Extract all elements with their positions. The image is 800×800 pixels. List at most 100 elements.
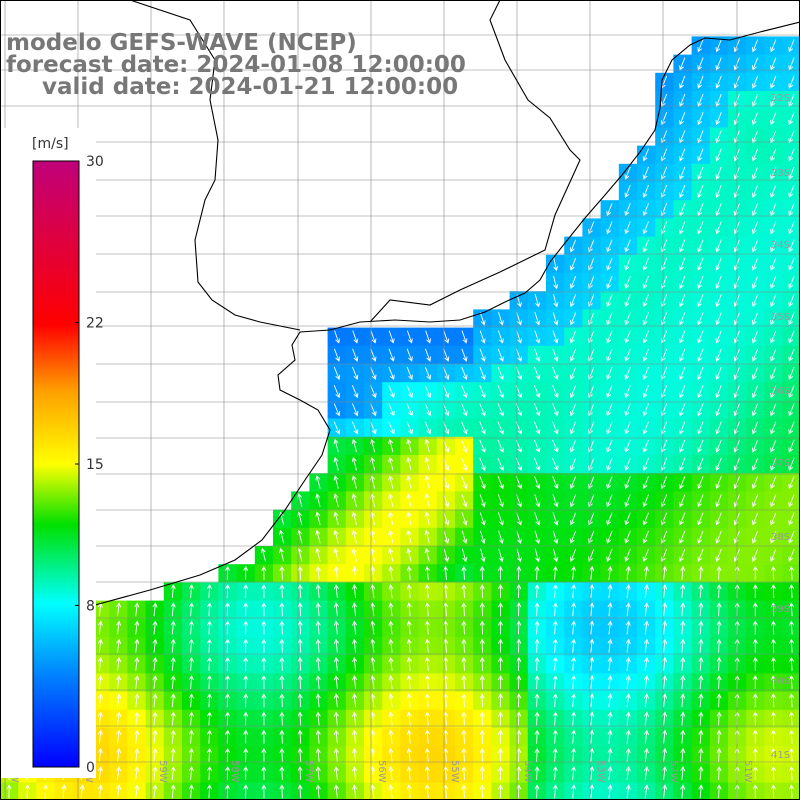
wind-vector <box>643 602 649 617</box>
wind-vector <box>352 348 359 362</box>
wind-vector <box>680 711 686 726</box>
wind-vector <box>607 675 613 690</box>
wind-vector <box>788 620 795 635</box>
wind-vector <box>552 403 559 417</box>
wind-vector <box>552 729 558 744</box>
wind-vector <box>425 330 432 344</box>
wind-vector <box>569 294 577 308</box>
wind-vector <box>607 693 613 708</box>
wind-vector <box>461 530 468 544</box>
wind-vector <box>679 548 686 562</box>
wind-vector <box>788 747 795 762</box>
wind-vector <box>607 729 613 744</box>
wind-vector <box>680 747 686 762</box>
wind-vector <box>188 602 194 617</box>
wind-vector <box>569 494 577 508</box>
wind-vector <box>569 439 577 453</box>
wind-vector <box>188 656 194 671</box>
longitude-label: 56W <box>376 760 387 783</box>
wind-vector <box>751 421 759 435</box>
wind-vector <box>624 512 631 526</box>
wind-vector <box>461 439 468 453</box>
wind-vector <box>479 348 486 362</box>
wind-vector <box>715 75 722 89</box>
wind-vector <box>388 565 394 580</box>
wind-vector <box>97 711 103 726</box>
wind-vector <box>715 257 722 271</box>
wind-vector <box>751 530 759 544</box>
wind-vector <box>770 439 777 453</box>
wind-vector <box>479 656 485 671</box>
wind-vector <box>479 530 486 544</box>
wind-vector <box>642 221 649 235</box>
wind-vector <box>697 130 704 144</box>
wind-vector <box>533 421 541 435</box>
wind-vector <box>698 656 704 671</box>
wind-vector <box>770 75 777 89</box>
wind-vector <box>243 620 249 635</box>
wind-vector <box>625 766 631 781</box>
wind-vector <box>788 330 795 344</box>
wind-vector <box>642 294 649 308</box>
longitude-label: 54W <box>522 760 533 783</box>
wind-vector <box>406 693 412 708</box>
wind-vector <box>351 385 359 399</box>
wind-vector <box>479 312 486 326</box>
wind-vector <box>642 439 649 453</box>
wind-vector <box>461 403 468 417</box>
wind-vector <box>770 638 776 653</box>
wind-vector <box>333 584 339 599</box>
colorbar-tick-label: 22 <box>86 316 104 332</box>
wind-vector <box>552 476 559 490</box>
wind-vector <box>607 711 613 726</box>
wind-vector <box>516 638 522 653</box>
wind-vector <box>642 348 649 362</box>
wind-vector <box>152 675 158 690</box>
wind-vector <box>134 656 140 671</box>
wind-vector <box>461 584 467 599</box>
wind-vector <box>716 656 722 671</box>
wind-vector <box>116 747 122 762</box>
wind-vector <box>788 565 795 580</box>
wind-vector <box>516 602 522 617</box>
wind-vector <box>697 203 704 217</box>
wind-vector <box>552 421 559 435</box>
wind-vector <box>642 366 649 380</box>
wind-vector <box>788 766 795 781</box>
wind-vector <box>516 312 522 326</box>
wind-vector <box>571 747 577 762</box>
wind-vector <box>770 403 777 417</box>
wind-vector <box>497 638 503 653</box>
wind-vector <box>679 494 686 508</box>
wind-vector <box>679 221 686 235</box>
wind-vector <box>461 348 468 362</box>
wind-vector <box>315 493 321 507</box>
wind-vector <box>716 584 722 599</box>
wind-vector <box>788 729 795 744</box>
wind-vector <box>679 330 686 344</box>
wind-vector <box>751 112 759 126</box>
wind-vector <box>788 476 795 490</box>
wind-vector <box>116 620 122 635</box>
wind-vector <box>406 784 412 799</box>
wind-vector <box>715 366 722 380</box>
longitude-label: 57W <box>303 760 314 783</box>
latitude-label: 32S <box>771 93 790 104</box>
wind-vector <box>788 294 795 308</box>
wind-vector <box>698 675 704 690</box>
wind-vector <box>680 565 686 580</box>
wind-vector <box>116 729 122 744</box>
wind-vector <box>352 675 358 690</box>
wind-vector <box>97 784 103 799</box>
wind-vector <box>461 548 468 563</box>
wind-vector <box>134 784 140 799</box>
wind-vector <box>479 439 486 453</box>
wind-vector <box>406 456 412 471</box>
wind-vector <box>260 547 266 562</box>
wind-vector <box>788 385 795 399</box>
wind-vector <box>571 784 577 799</box>
wind-vector <box>206 675 213 690</box>
wind-vector <box>461 747 467 762</box>
wind-vector <box>716 747 722 762</box>
wind-vector <box>679 148 686 162</box>
